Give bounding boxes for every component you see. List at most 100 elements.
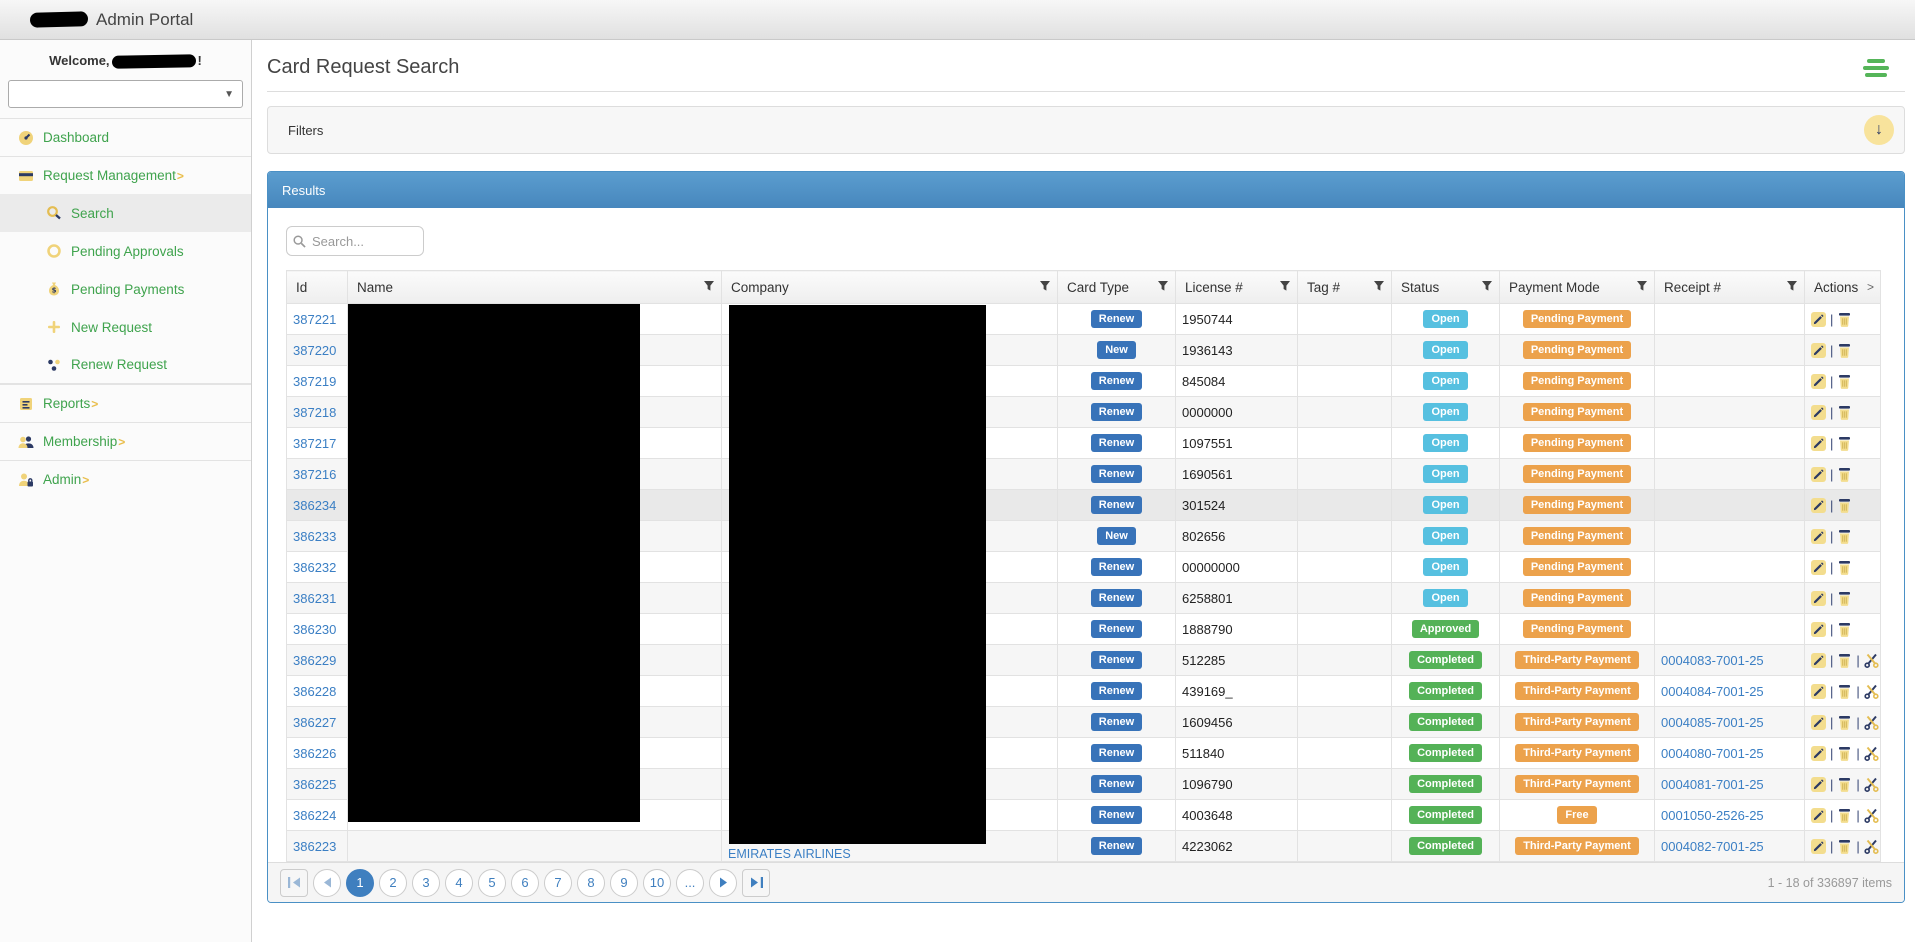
pager-page-button-4[interactable]: 4 <box>445 868 473 897</box>
sidebar-item-admin[interactable]: Admin > <box>0 460 251 498</box>
receipt-icon[interactable] <box>1864 839 1879 854</box>
pager-page-button-9[interactable]: 9 <box>610 868 638 897</box>
filters-collapse-button[interactable]: ↓ <box>1864 115 1894 145</box>
edit-icon[interactable] <box>1811 435 1826 451</box>
sidebar-item-request-management[interactable]: Request Management > <box>0 156 251 194</box>
sidebar-item-dashboard[interactable]: Dashboard <box>0 118 251 156</box>
pager-page-button-1[interactable]: 1 <box>346 868 374 897</box>
pager-page-button-2[interactable]: 2 <box>379 868 407 897</box>
column-menu-chevron-icon[interactable]: > <box>1866 280 1874 294</box>
request-id-link[interactable]: 387217 <box>293 435 337 451</box>
delete-icon[interactable] <box>1837 374 1852 389</box>
filter-funnel-icon[interactable] <box>703 280 715 295</box>
edit-icon[interactable] <box>1811 621 1826 637</box>
request-id-link[interactable]: 386231 <box>293 590 337 606</box>
request-id-link[interactable]: 386234 <box>293 497 337 513</box>
sidebar-dropdown[interactable]: ▼ <box>8 80 243 109</box>
request-id-link[interactable]: 386229 <box>293 652 337 668</box>
request-id-link[interactable]: 386230 <box>293 621 337 637</box>
pager-next-button[interactable] <box>709 868 737 897</box>
column-header-license-[interactable]: License # <box>1175 270 1298 304</box>
filter-funnel-icon[interactable] <box>1636 280 1648 295</box>
receipt-link[interactable]: 0004082-7001-25 <box>1661 838 1764 854</box>
delete-icon[interactable] <box>1837 498 1852 513</box>
delete-icon[interactable] <box>1837 467 1852 482</box>
delete-icon[interactable] <box>1837 715 1852 730</box>
pager-last-button[interactable] <box>742 868 770 897</box>
edit-icon[interactable] <box>1811 311 1826 327</box>
delete-icon[interactable] <box>1837 839 1852 854</box>
receipt-icon[interactable] <box>1864 653 1879 668</box>
pager-previous-button[interactable] <box>313 868 341 897</box>
edit-icon[interactable] <box>1811 776 1826 792</box>
request-id-link[interactable]: 386223 <box>293 838 337 854</box>
edit-icon[interactable] <box>1811 745 1826 761</box>
delete-icon[interactable] <box>1837 343 1852 358</box>
edit-icon[interactable] <box>1811 652 1826 668</box>
delete-icon[interactable] <box>1837 746 1852 761</box>
pager-more-button[interactable]: ... <box>676 868 704 897</box>
edit-icon[interactable] <box>1811 497 1826 513</box>
delete-icon[interactable] <box>1837 622 1852 637</box>
request-id-link[interactable]: 386226 <box>293 745 337 761</box>
delete-icon[interactable] <box>1837 560 1852 575</box>
sidebar-item-search[interactable]: Search <box>0 194 251 233</box>
edit-icon[interactable] <box>1811 559 1826 575</box>
pager-page-button-8[interactable]: 8 <box>577 868 605 897</box>
edit-icon[interactable] <box>1811 807 1826 823</box>
request-id-link[interactable]: 387218 <box>293 404 337 420</box>
column-header-name[interactable]: Name <box>347 270 722 304</box>
delete-icon[interactable] <box>1837 529 1852 544</box>
filter-funnel-icon[interactable] <box>1481 280 1493 295</box>
delete-icon[interactable] <box>1837 684 1852 699</box>
grid-menu-icon[interactable] <box>1863 58 1897 77</box>
filter-funnel-icon[interactable] <box>1373 280 1385 295</box>
filter-funnel-icon[interactable] <box>1279 280 1291 295</box>
delete-icon[interactable] <box>1837 777 1852 792</box>
pager-first-button[interactable] <box>280 868 308 897</box>
delete-icon[interactable] <box>1837 436 1852 451</box>
column-header-actions[interactable]: Actions > <box>1804 270 1881 304</box>
edit-icon[interactable] <box>1811 683 1826 699</box>
column-header-company[interactable]: Company <box>721 270 1058 304</box>
request-id-link[interactable]: 387219 <box>293 373 337 389</box>
receipt-link[interactable]: 0001050-2526-25 <box>1661 807 1764 823</box>
receipt-link[interactable]: 0004083-7001-25 <box>1661 652 1764 668</box>
edit-icon[interactable] <box>1811 590 1826 606</box>
delete-icon[interactable] <box>1837 312 1852 327</box>
receipt-link[interactable]: 0004085-7001-25 <box>1661 714 1764 730</box>
column-header-id[interactable]: Id <box>286 270 348 304</box>
sidebar-item-pending-payments[interactable]: $ Pending Payments <box>0 270 251 308</box>
column-header-tag-[interactable]: Tag # <box>1297 270 1392 304</box>
sidebar-item-membership[interactable]: Membership > <box>0 422 251 460</box>
pager-page-button-3[interactable]: 3 <box>412 868 440 897</box>
receipt-link[interactable]: 0004080-7001-25 <box>1661 745 1764 761</box>
delete-icon[interactable] <box>1837 653 1852 668</box>
receipt-link[interactable]: 0004084-7001-25 <box>1661 683 1764 699</box>
delete-icon[interactable] <box>1837 405 1852 420</box>
delete-icon[interactable] <box>1837 591 1852 606</box>
request-id-link[interactable]: 386225 <box>293 776 337 792</box>
column-header-receipt-[interactable]: Receipt # <box>1654 270 1805 304</box>
filter-funnel-icon[interactable] <box>1786 280 1798 295</box>
receipt-icon[interactable] <box>1864 808 1879 823</box>
column-header-status[interactable]: Status <box>1391 270 1500 304</box>
filters-panel[interactable]: Filters ↓ <box>267 106 1905 154</box>
sidebar-item-pending-approvals[interactable]: Pending Approvals <box>0 232 251 270</box>
pager-page-button-6[interactable]: 6 <box>511 868 539 897</box>
column-header-card-type[interactable]: Card Type <box>1057 270 1176 304</box>
edit-icon[interactable] <box>1811 373 1826 389</box>
request-id-link[interactable]: 387216 <box>293 466 337 482</box>
edit-icon[interactable] <box>1811 466 1826 482</box>
request-id-link[interactable]: 386228 <box>293 683 337 699</box>
edit-icon[interactable] <box>1811 528 1826 544</box>
request-id-link[interactable]: 386224 <box>293 807 337 823</box>
receipt-icon[interactable] <box>1864 777 1879 792</box>
company-link[interactable]: EMIRATES AIRLINES <box>728 847 851 861</box>
receipt-icon[interactable] <box>1864 746 1879 761</box>
pager-page-button-10[interactable]: 10 <box>643 868 671 897</box>
delete-icon[interactable] <box>1837 808 1852 823</box>
search-input[interactable] <box>312 233 417 249</box>
table-search-box[interactable] <box>286 226 424 256</box>
receipt-icon[interactable] <box>1864 715 1879 730</box>
